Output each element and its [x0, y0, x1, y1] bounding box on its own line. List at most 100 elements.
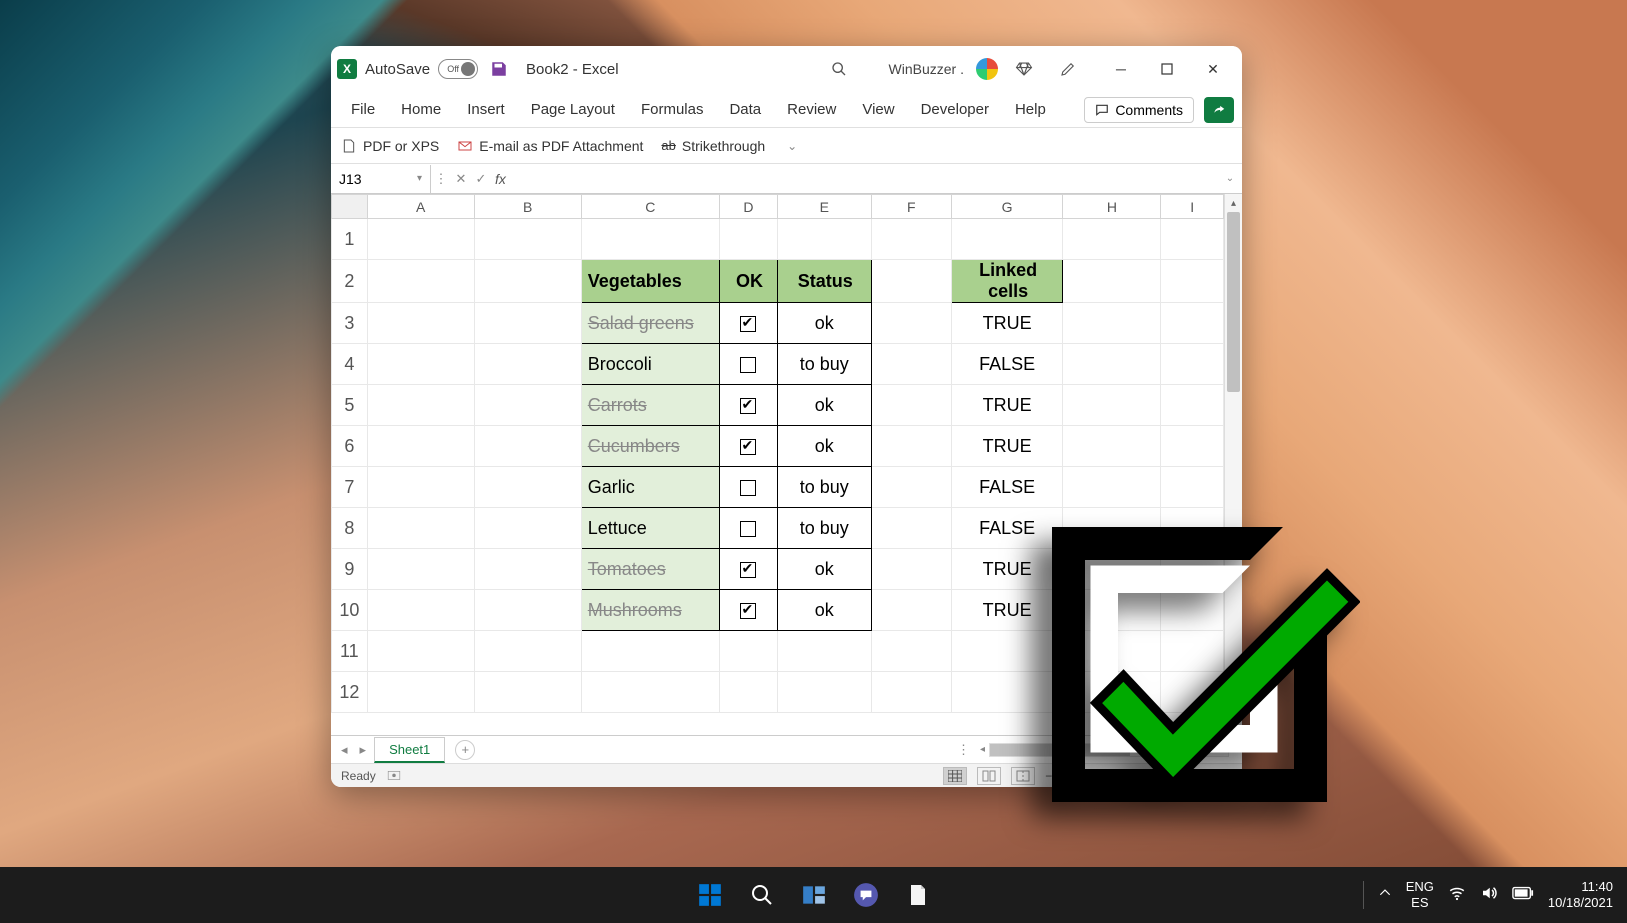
- cell-D5[interactable]: [719, 385, 777, 426]
- cell-D3[interactable]: [719, 303, 777, 344]
- toolbar-overflow-button[interactable]: ⌄: [787, 139, 797, 153]
- cell-E2[interactable]: Status: [777, 260, 871, 303]
- cell-D10[interactable]: [719, 590, 777, 631]
- tray-overflow-button[interactable]: [1378, 886, 1392, 905]
- cell-C5[interactable]: Carrots: [581, 385, 719, 426]
- normal-view-button[interactable]: [943, 767, 967, 785]
- cell-H1[interactable]: [1063, 219, 1161, 260]
- row-header-6[interactable]: 6: [332, 426, 368, 467]
- column-header-a[interactable]: A: [367, 195, 474, 219]
- row-header-5[interactable]: 5: [332, 385, 368, 426]
- maximize-button[interactable]: [1144, 51, 1190, 87]
- column-header-b[interactable]: B: [474, 195, 581, 219]
- cell-E12[interactable]: [777, 672, 871, 713]
- cell-G3[interactable]: TRUE: [951, 303, 1063, 344]
- cell-F1[interactable]: [871, 219, 951, 260]
- search-button[interactable]: [827, 57, 851, 81]
- cell-A3[interactable]: [367, 303, 474, 344]
- cell-H6[interactable]: [1063, 426, 1161, 467]
- row-header-10[interactable]: 10: [332, 590, 368, 631]
- tab-developer[interactable]: Developer: [909, 95, 1001, 124]
- cell-A9[interactable]: [367, 549, 474, 590]
- row-header-2[interactable]: 2: [332, 260, 368, 303]
- save-button[interactable]: [486, 56, 512, 82]
- cell-F7[interactable]: [871, 467, 951, 508]
- row-header-4[interactable]: 4: [332, 344, 368, 385]
- cell-F5[interactable]: [871, 385, 951, 426]
- row-header-9[interactable]: 9: [332, 549, 368, 590]
- cell-B12[interactable]: [474, 672, 581, 713]
- row-header-11[interactable]: 11: [332, 631, 368, 672]
- minimize-button[interactable]: ─: [1098, 51, 1144, 87]
- cell-G2[interactable]: Linked cells: [951, 260, 1063, 303]
- clock-button[interactable]: 11:40 10/18/2021: [1548, 879, 1613, 910]
- cell-A11[interactable]: [367, 631, 474, 672]
- cell-C2[interactable]: Vegetables: [581, 260, 719, 303]
- cell-F4[interactable]: [871, 344, 951, 385]
- share-button[interactable]: [1204, 97, 1234, 123]
- tab-help[interactable]: Help: [1003, 95, 1058, 124]
- tab-review[interactable]: Review: [775, 95, 848, 124]
- cell-I6[interactable]: [1161, 426, 1224, 467]
- cell-D2[interactable]: OK: [719, 260, 777, 303]
- volume-icon[interactable]: [1480, 884, 1498, 907]
- cell-F12[interactable]: [871, 672, 951, 713]
- page-layout-view-button[interactable]: [977, 767, 1001, 785]
- cell-F9[interactable]: [871, 549, 951, 590]
- cancel-formula-button[interactable]: ✕: [451, 171, 471, 187]
- scroll-up-icon[interactable]: ▴: [1225, 194, 1242, 212]
- cell-H3[interactable]: [1063, 303, 1161, 344]
- cell-B9[interactable]: [474, 549, 581, 590]
- formula-input[interactable]: [510, 164, 1218, 193]
- column-header-c[interactable]: C: [581, 195, 719, 219]
- cell-G1[interactable]: [951, 219, 1063, 260]
- cell-E4[interactable]: to buy: [777, 344, 871, 385]
- account-name[interactable]: WinBuzzer .: [889, 61, 964, 77]
- battery-icon[interactable]: [1512, 886, 1534, 905]
- pdf-xps-button[interactable]: PDF or XPS: [341, 138, 439, 154]
- cell-C6[interactable]: Cucumbers: [581, 426, 719, 467]
- wifi-icon[interactable]: [1448, 884, 1466, 907]
- cell-C8[interactable]: Lettuce: [581, 508, 719, 549]
- row-header-7[interactable]: 7: [332, 467, 368, 508]
- cell-D7[interactable]: [719, 467, 777, 508]
- cell-A7[interactable]: [367, 467, 474, 508]
- row-header-1[interactable]: 1: [332, 219, 368, 260]
- comments-button[interactable]: Comments: [1084, 97, 1194, 123]
- cell-F2[interactable]: [871, 260, 951, 303]
- cell-F8[interactable]: [871, 508, 951, 549]
- cell-I1[interactable]: [1161, 219, 1224, 260]
- cell-E8[interactable]: to buy: [777, 508, 871, 549]
- cell-B10[interactable]: [474, 590, 581, 631]
- cell-C1[interactable]: [581, 219, 719, 260]
- fx-icon[interactable]: fx: [495, 171, 506, 187]
- cell-H4[interactable]: [1063, 344, 1161, 385]
- cell-B4[interactable]: [474, 344, 581, 385]
- cell-G7[interactable]: FALSE: [951, 467, 1063, 508]
- sheet-bar-grip-icon[interactable]: ⋮: [957, 742, 970, 758]
- diamond-icon[interactable]: [1006, 51, 1042, 87]
- file-explorer-button[interactable]: [896, 873, 940, 917]
- cell-I3[interactable]: [1161, 303, 1224, 344]
- cell-B11[interactable]: [474, 631, 581, 672]
- cell-F3[interactable]: [871, 303, 951, 344]
- cell-D6[interactable]: [719, 426, 777, 467]
- cell-B8[interactable]: [474, 508, 581, 549]
- cell-B5[interactable]: [474, 385, 581, 426]
- email-pdf-button[interactable]: E-mail as PDF Attachment: [457, 138, 643, 154]
- cell-H2[interactable]: [1063, 260, 1161, 303]
- autosave-toggle[interactable]: Off: [438, 59, 478, 79]
- cell-E1[interactable]: [777, 219, 871, 260]
- column-header-f[interactable]: F: [871, 195, 951, 219]
- cell-E11[interactable]: [777, 631, 871, 672]
- checkbox-7[interactable]: [740, 480, 756, 496]
- cell-E9[interactable]: ok: [777, 549, 871, 590]
- account-picture-icon[interactable]: [976, 58, 998, 80]
- checkbox-9[interactable]: [740, 562, 756, 578]
- column-header-e[interactable]: E: [777, 195, 871, 219]
- sheet-nav-next[interactable]: ▸: [356, 742, 371, 758]
- cell-F6[interactable]: [871, 426, 951, 467]
- cell-A10[interactable]: [367, 590, 474, 631]
- cell-H7[interactable]: [1063, 467, 1161, 508]
- cell-I5[interactable]: [1161, 385, 1224, 426]
